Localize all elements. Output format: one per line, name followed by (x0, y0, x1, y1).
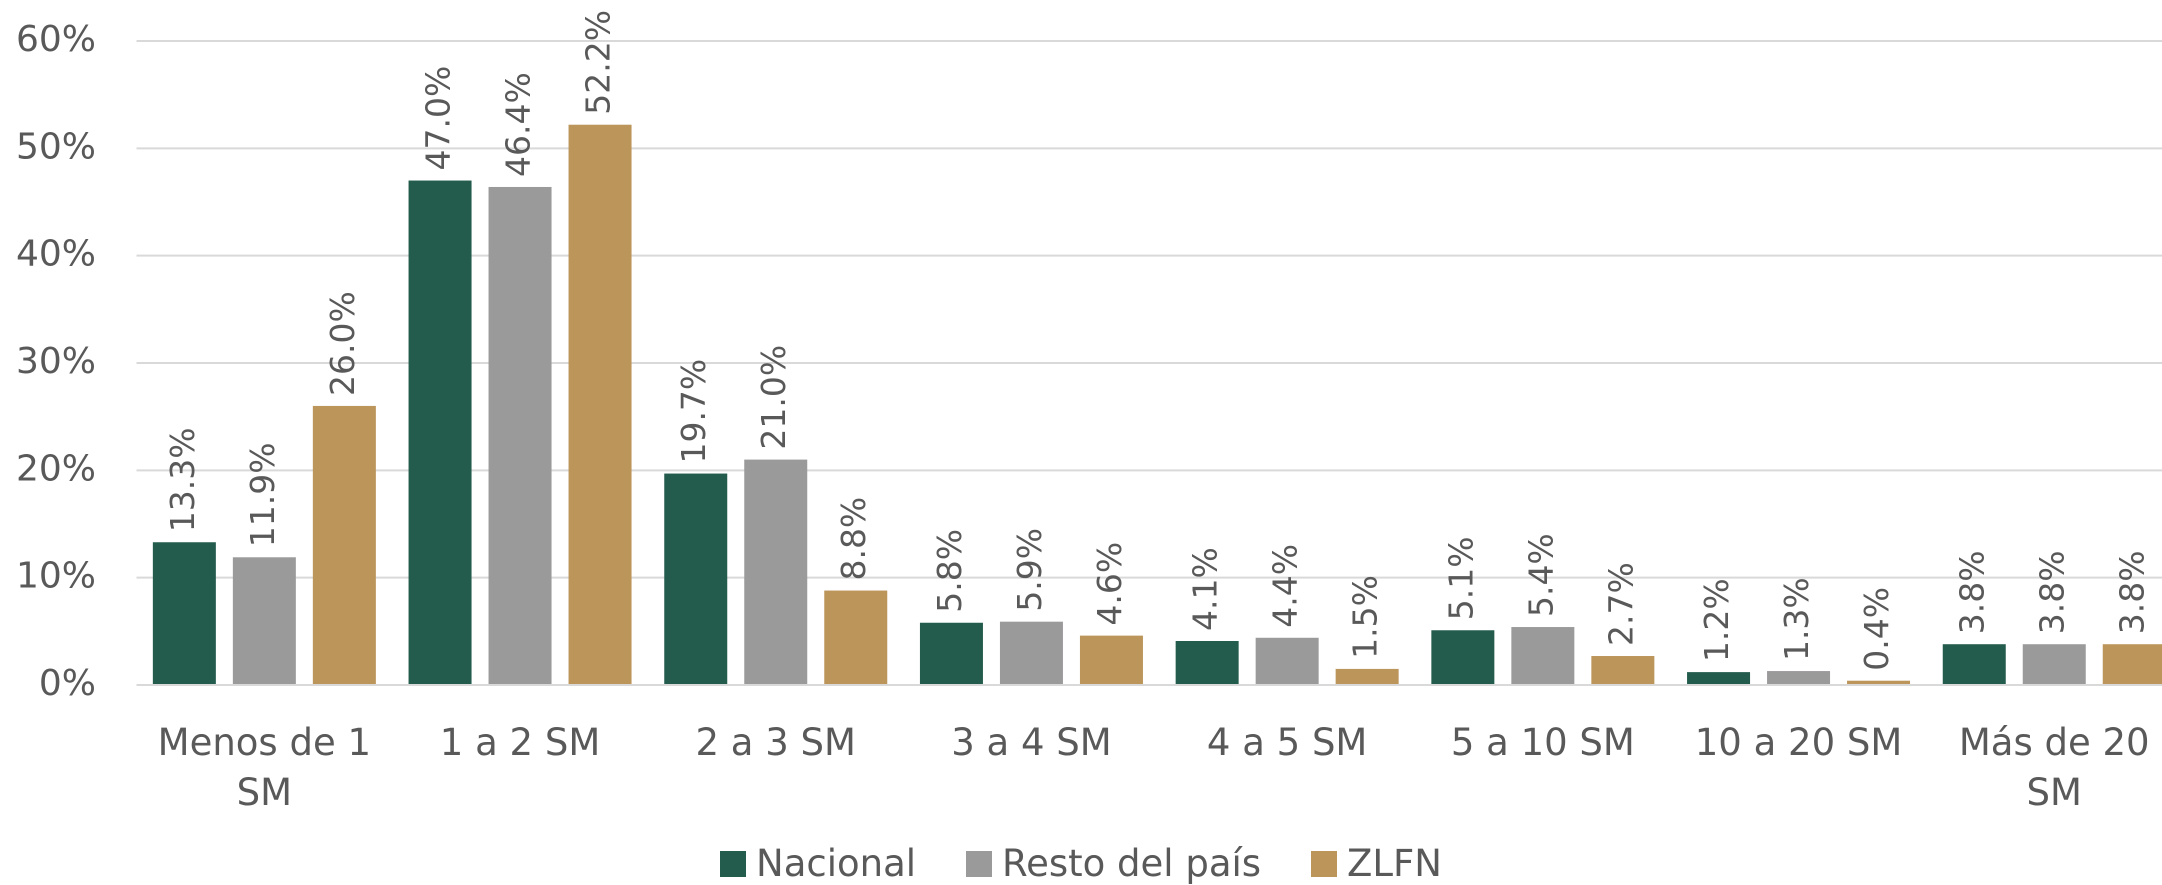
legend-item: Resto del país (966, 842, 1261, 885)
legend: Nacional Resto del país ZLFN (0, 842, 2162, 885)
bar (152, 542, 216, 685)
data-label: 1.5% (1346, 575, 1385, 659)
bar (1511, 627, 1575, 685)
data-label: 4.4% (1266, 544, 1305, 628)
data-label: 1.2% (1697, 578, 1736, 662)
bar (2102, 644, 2162, 685)
legend-item: Nacional (720, 842, 916, 885)
data-label: 19.7% (674, 359, 713, 464)
x-tick-label: 5 a 10 SM (1450, 721, 1635, 764)
y-tick-label: 0% (39, 663, 96, 704)
data-label: 13.3% (163, 427, 202, 532)
bar (664, 473, 728, 685)
bar (232, 557, 296, 685)
bar (744, 459, 808, 685)
x-tick-label: 1 a 2 SM (439, 721, 601, 764)
bar (2022, 644, 2086, 685)
bar (1335, 668, 1399, 685)
legend-swatch (720, 850, 747, 877)
data-label: 2.7% (1601, 562, 1640, 646)
legend-swatch (966, 850, 993, 877)
bar (824, 590, 888, 685)
y-tick-label: 60% (16, 19, 96, 60)
data-label: 46.4% (499, 72, 538, 177)
legend-label: Resto del país (1002, 842, 1262, 885)
x-tick-label: 10 a 20 SM (1694, 721, 1903, 764)
bar (1591, 656, 1655, 685)
data-label: 47.0% (419, 66, 458, 171)
data-label: 52.2% (579, 10, 618, 115)
y-tick-label: 20% (16, 448, 96, 489)
x-tick-label: 3 a 4 SM (951, 721, 1112, 764)
y-tick-label: 50% (16, 126, 96, 167)
bar (1079, 635, 1143, 685)
data-label: 4.6% (1090, 542, 1129, 626)
bar (1255, 637, 1319, 685)
bar (1767, 671, 1831, 685)
y-tick-label: 40% (16, 234, 96, 275)
data-label: 0.4% (1857, 587, 1896, 671)
bar (999, 621, 1063, 685)
data-label: 11.9% (243, 442, 282, 547)
data-label: 21.0% (754, 345, 793, 450)
data-label: 5.8% (930, 529, 969, 613)
data-label: 8.8% (834, 497, 873, 581)
x-tick-label: 2 a 3 SM (695, 721, 856, 764)
bar (408, 180, 472, 686)
x-tick-label: Más de 20 SM (1958, 721, 2150, 814)
y-tick-label: 10% (16, 556, 96, 597)
bar (568, 124, 632, 686)
legend-item: ZLFN (1311, 842, 1442, 885)
legend-swatch (1311, 850, 1338, 877)
x-tick-label: 4 a 5 SM (1206, 721, 1368, 764)
data-label: 26.0% (323, 291, 362, 396)
data-label: 3.8% (1953, 550, 1992, 634)
data-label: 5.9% (1010, 528, 1049, 612)
data-label: 5.4% (1521, 533, 1560, 617)
data-label: 3.8% (2033, 550, 2072, 634)
bar (1687, 672, 1751, 685)
data-label: 3.8% (2113, 550, 2152, 634)
bar (919, 622, 983, 685)
legend-label: Nacional (756, 842, 917, 885)
bar (1175, 640, 1239, 685)
bar (488, 186, 552, 685)
bar (1942, 644, 2006, 685)
data-label: 4.1% (1186, 547, 1225, 631)
data-label: 1.3% (1777, 577, 1816, 661)
bar (1431, 630, 1495, 685)
y-tick-label: 30% (16, 341, 96, 382)
data-label: 5.1% (1441, 536, 1480, 620)
bar (312, 405, 376, 685)
x-tick-label: Menos de 1 SM (157, 721, 372, 814)
bar (1847, 680, 1911, 685)
legend-label: ZLFN (1347, 842, 1442, 885)
